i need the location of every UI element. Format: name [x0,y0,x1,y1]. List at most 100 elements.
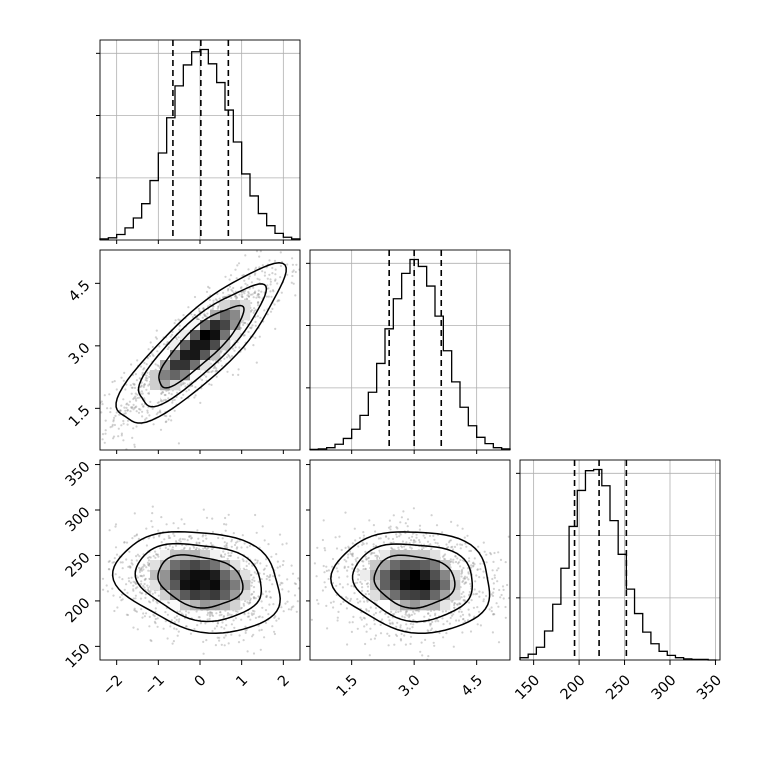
scatter-point [265,564,268,567]
scatter-point [325,604,328,608]
scatter-point [229,554,232,557]
scatter-point [431,620,434,624]
scatter-point [379,632,383,635]
scatter-point [182,314,185,317]
scatter-point [375,556,379,560]
scatter-point [460,596,463,599]
scatter-point [147,537,150,540]
scatter-point [258,266,261,269]
scatter-point [291,270,294,273]
scatter-point [342,600,345,604]
scatter-point [365,582,368,586]
scatter-point [134,582,137,585]
scatter-point [128,565,131,568]
scatter-point [146,371,149,374]
scatter-point [142,405,145,408]
scatter-point [227,642,230,645]
scatter-point [197,307,200,310]
scatter-point [147,589,150,592]
scatter-point [463,536,466,539]
scatter-point [258,278,261,281]
density-cell [420,590,431,601]
scatter-point [441,617,444,620]
scatter-point [162,399,165,402]
scatter-point [126,402,129,405]
scatter-point [222,555,226,559]
scatter-point [232,286,235,290]
scatter-point [359,581,362,584]
pair-panel-2-3 [309,459,511,661]
scatter-point [472,593,475,596]
scatter-point [101,433,105,436]
scatter-point [223,627,226,630]
scatter-point [367,556,370,559]
scatter-point [94,447,96,449]
scatter-point [362,564,365,568]
scatter-point [389,622,392,625]
scatter-point [418,528,421,531]
scatter-point [280,291,283,294]
scatter-point [208,298,211,301]
scatter-point [408,613,411,616]
scatter-point [462,599,465,602]
scatter-point [492,591,495,594]
scatter-point [154,363,157,366]
scatter-point [141,575,144,578]
scatter-point [490,606,493,609]
scatter-point [498,588,501,592]
scatter-point [467,608,470,611]
scatter-point [450,600,454,603]
scatter-point [141,403,144,406]
scatter-point [140,582,143,586]
scatter-point [258,335,261,338]
scatter-point [237,368,240,371]
scatter-point [185,625,188,628]
scatter-point [122,422,125,425]
scatter-point [230,355,234,358]
scatter-point [175,336,178,339]
scatter-point [286,273,289,276]
density-cell [220,340,231,351]
scatter-point [324,216,326,218]
scatter-point [436,542,439,545]
scatter-point [235,296,238,299]
scatter-point [225,542,229,545]
scatter-point [140,592,143,595]
density-cell [160,360,171,371]
scatter-point [450,560,453,563]
scatter-point [252,344,255,347]
scatter-point [422,546,425,549]
scatter-point [336,619,339,622]
x-tick-label: 3.0 [396,672,424,700]
scatter-point [145,363,148,366]
scatter-point [190,536,193,540]
scatter-point [250,301,253,305]
scatter-point [229,274,233,277]
scatter-point [397,610,400,614]
scatter-point [460,592,463,596]
x-tick-label: 150 [512,672,543,703]
scatter-point [171,399,174,402]
scatter-point [349,597,353,601]
scatter-point [376,555,380,558]
scatter-point [482,598,485,601]
scatter-point [449,558,452,561]
scatter-point [231,373,234,376]
scatter-point [238,346,241,349]
scatter-point [148,355,152,358]
scatter-point [252,296,255,299]
scatter-point [268,259,271,262]
scatter-point [129,581,132,584]
y-tick-label: 3.0 [66,340,94,368]
scatter-point [362,560,365,563]
scatter-point [162,343,166,346]
scatter-point [287,608,290,611]
scatter-point [126,408,129,412]
scatter-point [168,392,171,395]
scatter-point [240,286,243,289]
scatter-point [361,543,364,547]
scatter-point [221,537,224,540]
scatter-point [222,615,226,618]
scatter-point [347,545,350,548]
scatter-point [276,282,279,285]
